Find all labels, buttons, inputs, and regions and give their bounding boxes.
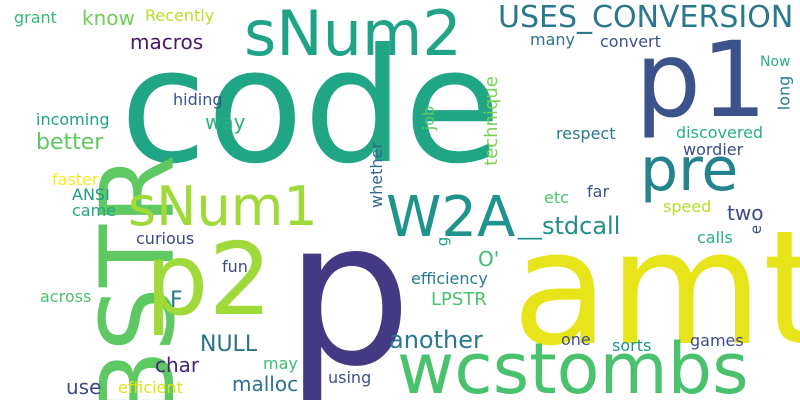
word-snum1: sNum1 [128,175,318,238]
word-pre: pre [640,135,739,205]
word-stdcall: __stdcall [518,212,621,240]
word-wordier: wordier [683,140,744,159]
word-games: games [690,331,744,350]
word-may: may [263,354,298,373]
word-speed: speed [663,197,712,216]
word-char: char [155,353,200,377]
word-better: better [36,130,104,155]
word-job: job [419,105,439,131]
word-etc: etc [544,188,569,207]
word-curious: curious [136,229,195,248]
word-faster: faster [52,170,99,189]
word-efficiency: efficiency [411,269,488,288]
word-amt: amt [512,197,800,381]
word-technique: technique [480,76,502,166]
word-far: far [587,182,610,201]
word-whether: whether [366,142,386,208]
word-one: one [561,330,591,349]
word-grant: grant [14,8,57,27]
word-another: another [389,326,483,354]
word-snum2: sNum2 [244,0,462,70]
word-discovered: discovered [676,123,764,142]
word-wcstombs: wcstombs [397,328,749,400]
word-f: F [170,288,183,313]
word-code: code [120,15,502,199]
word-came: came [72,201,117,220]
word-many: many [530,30,575,49]
word-use: use [66,375,102,399]
word-e: e [747,224,766,235]
word-o: O' [478,247,500,271]
word-hiding: hiding [173,90,223,109]
word-now: Now [760,54,791,70]
word-g: g [433,236,452,247]
word-across: across [40,287,92,306]
word-calls: calls [697,228,733,247]
word-way: way [205,110,246,134]
word-long: long [774,75,794,111]
word-lpstr: LPSTR [431,289,487,310]
word-null: NULL [200,332,258,357]
word-uses-conversion: USES_CONVERSION [498,0,794,35]
word-p1: p1 [635,19,768,141]
word-w2a: W2A [386,185,516,250]
word-macros: macros [130,30,204,54]
word-fun: fun [222,257,248,276]
word-p2: p2 [145,221,273,338]
word-convert: convert [600,32,661,51]
word-incoming: incoming [36,110,110,129]
word-p: p [285,178,412,400]
word-sorts: sorts [612,336,652,355]
word-efficient: efficient [118,378,183,397]
word-using: using [328,368,372,387]
word-malloc: malloc [232,372,299,396]
word-ansi: ANSI [72,185,110,204]
word-respect: respect [556,124,616,143]
word-recently: Recently [145,6,215,25]
word-two: two [727,201,764,225]
word-know: know [82,6,135,30]
